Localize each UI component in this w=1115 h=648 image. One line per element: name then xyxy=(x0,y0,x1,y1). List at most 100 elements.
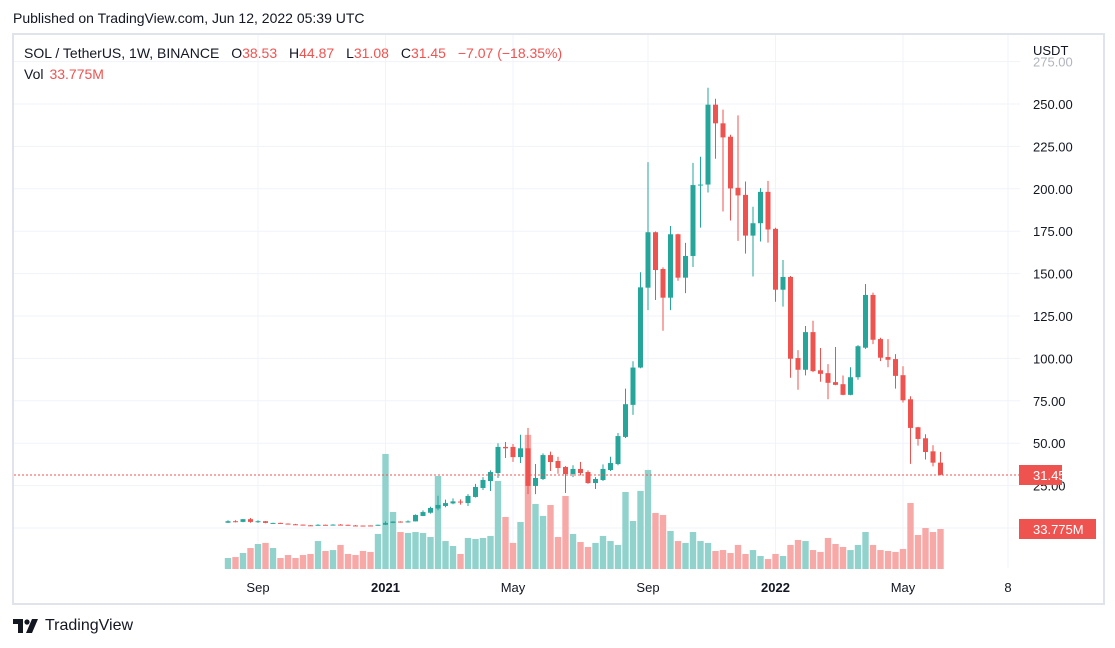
volume-bar xyxy=(397,532,404,569)
candle-body xyxy=(390,521,396,523)
candle xyxy=(765,180,771,243)
candle xyxy=(713,98,718,159)
candle xyxy=(510,444,516,462)
candle-body xyxy=(615,436,621,465)
volume-bar xyxy=(862,532,869,569)
candle xyxy=(848,367,853,396)
volume-bar xyxy=(247,548,254,569)
volume-bar xyxy=(524,434,532,569)
volume-bar xyxy=(322,550,329,569)
candle-body xyxy=(780,276,786,290)
candle xyxy=(398,521,403,523)
volume-bar xyxy=(457,553,464,569)
volume-bar xyxy=(667,530,674,569)
volume-bar xyxy=(869,544,877,569)
brand-name[interactable]: TradingView xyxy=(45,617,134,634)
candle xyxy=(270,522,276,524)
candle xyxy=(293,523,298,526)
volume-bar xyxy=(547,505,554,569)
candle xyxy=(308,525,313,527)
time-tick-label: Sep xyxy=(246,580,269,595)
candle-body xyxy=(900,375,906,401)
volume-bar xyxy=(337,544,344,569)
candle xyxy=(285,523,291,525)
volume-bar xyxy=(802,541,809,569)
candle-body xyxy=(638,287,643,368)
volume-bar xyxy=(877,550,884,569)
volume-bar xyxy=(727,553,734,569)
candle xyxy=(488,470,493,492)
candle-body xyxy=(923,438,928,453)
candle-body xyxy=(270,522,276,524)
low-label: L xyxy=(346,45,354,61)
volume-bar xyxy=(577,541,584,569)
candle-body xyxy=(773,228,778,290)
candle xyxy=(803,326,808,376)
candle-body xyxy=(653,232,658,271)
candle xyxy=(585,470,591,484)
candle-body xyxy=(600,468,606,481)
candle xyxy=(578,461,583,476)
volume-bar xyxy=(817,551,824,569)
candle-body xyxy=(315,524,321,526)
candle xyxy=(675,233,681,281)
volume-bar xyxy=(592,542,599,569)
volume-bar xyxy=(832,543,839,569)
candle-body xyxy=(518,448,523,458)
candle-body xyxy=(353,525,358,527)
candle-body xyxy=(765,191,771,230)
price-tick-label: 100.00 xyxy=(1033,351,1073,366)
candle xyxy=(840,375,846,396)
volume-bar xyxy=(239,553,247,569)
candle xyxy=(825,364,831,400)
candle xyxy=(855,345,861,380)
candle xyxy=(750,206,756,277)
candle xyxy=(743,181,748,254)
candle xyxy=(405,520,411,523)
candle xyxy=(600,464,606,482)
currency-label[interactable]: USDT xyxy=(1033,43,1068,58)
candle-body xyxy=(308,525,313,527)
volume-bar xyxy=(442,541,449,569)
open-label: O xyxy=(231,45,243,61)
volume-bar xyxy=(389,512,397,569)
candle xyxy=(473,483,478,498)
last-volume-value: 33.775M xyxy=(1033,522,1084,537)
time-tick-label: May xyxy=(501,580,526,595)
candle xyxy=(315,524,321,526)
symbol-title[interactable]: SOL / TetherUS, 1W, BINANCE xyxy=(24,45,220,61)
candle xyxy=(570,465,576,478)
candle xyxy=(593,477,598,489)
candle xyxy=(368,525,373,527)
candle-body xyxy=(578,468,583,474)
candle-body xyxy=(863,294,868,348)
volume-bar xyxy=(554,537,562,569)
time-tick-label: May xyxy=(891,580,916,595)
candle-body xyxy=(450,501,456,504)
candle-body xyxy=(630,367,636,405)
candle xyxy=(908,396,913,464)
tradingview-logo-icon[interactable] xyxy=(13,619,39,633)
candle-body xyxy=(825,373,831,383)
volume-bar xyxy=(254,543,262,569)
candle xyxy=(900,366,906,403)
price-tick-label: 200.00 xyxy=(1033,182,1073,197)
volume-bar xyxy=(232,557,239,569)
candle xyxy=(818,348,823,382)
candle-body xyxy=(398,521,403,523)
chart-frame xyxy=(12,33,1105,605)
volume-bar xyxy=(562,496,569,569)
candle xyxy=(503,442,508,458)
close-value: 31.45 xyxy=(410,45,446,61)
volume-bar xyxy=(344,553,352,569)
candle xyxy=(360,525,366,527)
candle-body xyxy=(645,232,651,288)
volume-bar xyxy=(907,502,914,569)
candle-body xyxy=(435,504,441,509)
volume-bar xyxy=(712,550,719,569)
volume-bar xyxy=(277,557,284,569)
volume-bar xyxy=(502,516,509,569)
volume-bar xyxy=(532,503,539,569)
candle-body xyxy=(300,524,306,526)
